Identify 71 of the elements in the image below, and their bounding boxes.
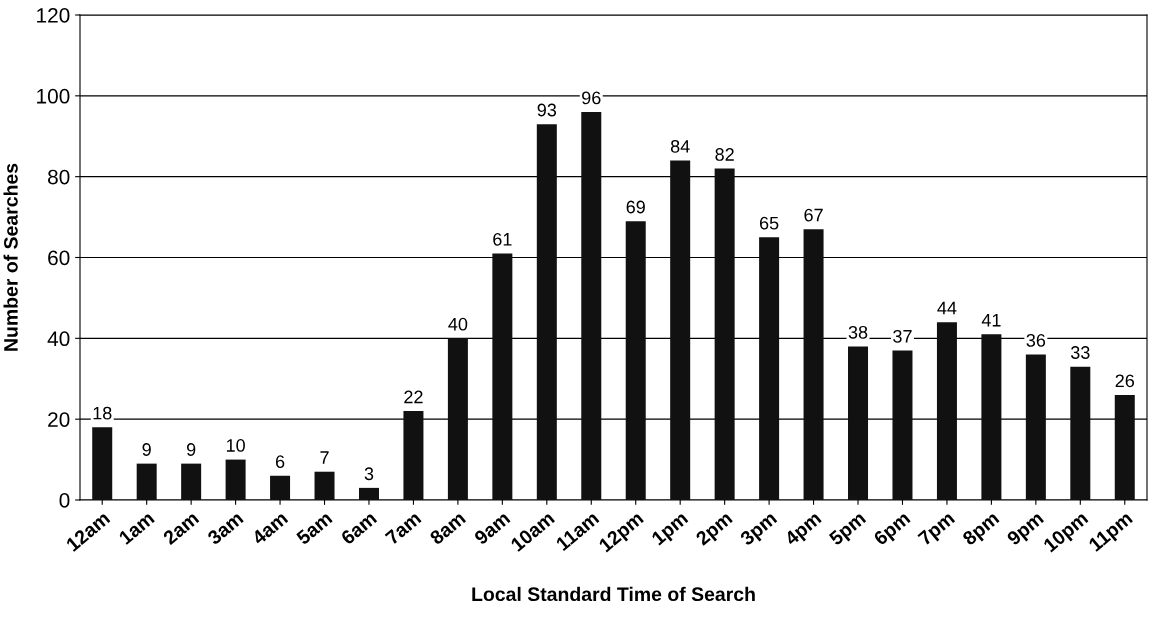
data-label: 40	[448, 317, 468, 331]
x-tick-label: 4pm	[783, 511, 825, 550]
data-label: 9	[186, 443, 196, 456]
bar	[492, 253, 513, 500]
y-tick-label: 20	[48, 412, 70, 427]
x-tick-label: 1am	[118, 511, 155, 545]
data-label: 26	[1115, 374, 1135, 388]
data-label: 67	[804, 208, 823, 222]
data-label: 33	[1070, 346, 1090, 359]
data-label: 7	[320, 451, 329, 464]
x-axis-title: Local Standard Time of Search	[472, 586, 755, 602]
data-label: 10	[226, 439, 245, 452]
x-tick-label: 6pm	[872, 510, 914, 549]
x-tick-label: 3am	[206, 510, 244, 546]
data-label: 36	[1026, 333, 1046, 347]
bar	[892, 350, 913, 500]
bar	[759, 237, 780, 500]
x-tick-label: 3pm	[739, 510, 780, 550]
bar	[181, 463, 202, 500]
bar	[803, 229, 824, 500]
bar	[1025, 354, 1046, 500]
bar	[536, 124, 557, 500]
x-tick-label: 1pm	[650, 511, 691, 549]
data-label: 9	[142, 443, 151, 456]
bar	[1070, 366, 1091, 500]
x-tick-label: 7am	[384, 511, 422, 546]
x-tick-label: 6am	[340, 510, 378, 546]
data-label: 82	[715, 148, 734, 161]
data-label: 6	[275, 455, 285, 469]
y-tick-label: 100	[37, 88, 70, 104]
data-label: 61	[493, 232, 512, 246]
y-tick-label: 0	[59, 493, 70, 508]
bar	[981, 334, 1002, 500]
x-tick-label: 2pm	[694, 510, 736, 549]
x-tick-label: 4am	[250, 511, 289, 546]
bar	[936, 322, 957, 500]
bar	[92, 427, 113, 500]
data-label: 96	[582, 91, 601, 105]
data-label: 22	[404, 390, 423, 404]
data-label: 38	[848, 325, 868, 339]
data-label: 65	[759, 216, 779, 230]
data-label: 44	[937, 301, 957, 315]
data-label: 69	[626, 200, 645, 214]
bar	[714, 168, 735, 500]
x-tick-label: 7pm	[917, 511, 958, 549]
data-label: 3	[364, 467, 374, 481]
bar	[225, 459, 246, 500]
bar	[670, 160, 691, 500]
x-tick-label: 5pm	[828, 511, 869, 549]
bar	[136, 463, 157, 500]
x-tick-label: 5am	[295, 511, 333, 546]
bar	[581, 112, 602, 500]
y-tick-label: 80	[48, 169, 70, 185]
bar	[447, 338, 468, 500]
x-tick-label: 9am	[473, 510, 511, 546]
data-label: 41	[981, 313, 1001, 327]
y-tick-label: 60	[48, 250, 70, 266]
data-label: 18	[93, 406, 112, 420]
bar	[848, 346, 869, 500]
y-tick-label: 40	[47, 331, 70, 347]
y-tick-label: 120	[37, 8, 70, 23]
bar	[403, 411, 424, 500]
bar	[314, 471, 335, 500]
data-label: 84	[670, 139, 690, 153]
bar	[625, 221, 646, 500]
x-tick-label: 8pm	[961, 510, 1003, 549]
x-tick-label: 8am	[428, 510, 467, 546]
data-label: 93	[537, 103, 557, 117]
x-tick-label: 2am	[162, 510, 200, 546]
data-label: 37	[893, 329, 912, 343]
y-axis-title: Number of Searches	[3, 163, 18, 351]
